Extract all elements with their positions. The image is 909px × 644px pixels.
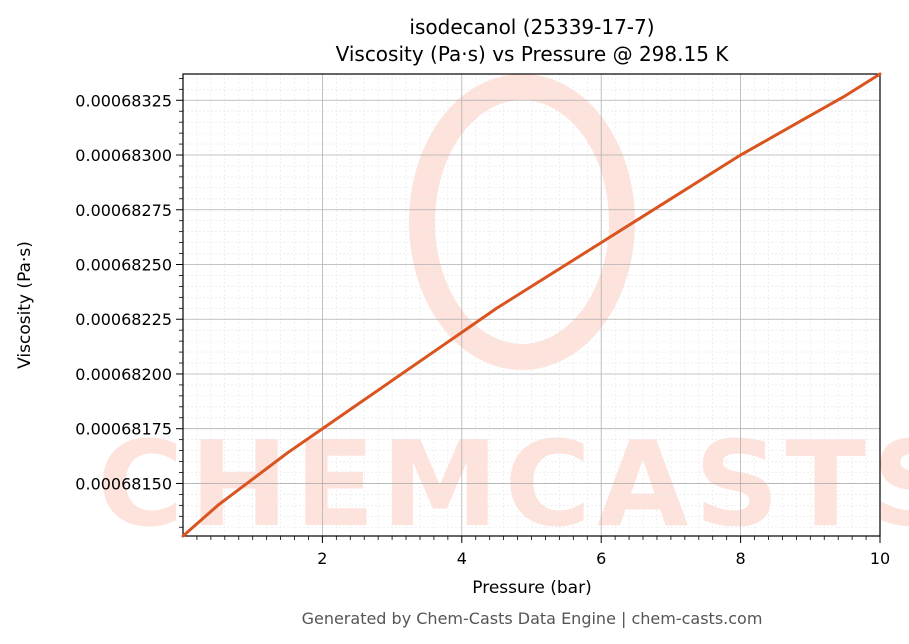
x-tick-label: 6 [596,549,606,568]
x-tick-label: 2 [317,549,327,568]
y-tick-label: 0.00068225 [75,310,172,329]
x-tick-label: 8 [736,549,746,568]
x-tick-label: 4 [457,549,467,568]
y-tick-label: 0.00068200 [75,365,172,384]
watermark-text: CHEMCASTS [97,415,909,553]
chart-title: isodecanol (25339-17-7) [409,15,654,39]
y-tick-label: 0.00068275 [75,201,172,220]
watermark-logo-ring [409,74,635,370]
watermark: CHEMCASTS [97,74,909,553]
chart-subtitle: Viscosity (Pa·s) vs Pressure @ 298.15 K [336,42,730,66]
y-tick-label: 0.00068250 [75,255,172,274]
minor-grid [183,74,880,536]
y-tick-label: 0.00068150 [75,474,172,493]
series-line [181,72,882,538]
x-tick-label: 10 [870,549,890,568]
y-tick-label: 0.00068175 [75,420,172,439]
series-layer [181,72,882,538]
y-tick-label: 0.00068325 [75,91,172,110]
x-axis-ticks: 2 4 6 8 10 [196,536,890,568]
y-axis-label: Viscosity (Pa·s) [15,241,35,369]
y-axis-ticks: 0.00068150 0.00068175 0.00068200 0.00068225… [75,77,183,528]
footer-credit: Generated by Chem-Casts Data Engine | ch… [302,609,763,628]
y-tick-label: 0.00068300 [75,146,172,165]
x-axis-label: Pressure (bar) [472,578,591,598]
